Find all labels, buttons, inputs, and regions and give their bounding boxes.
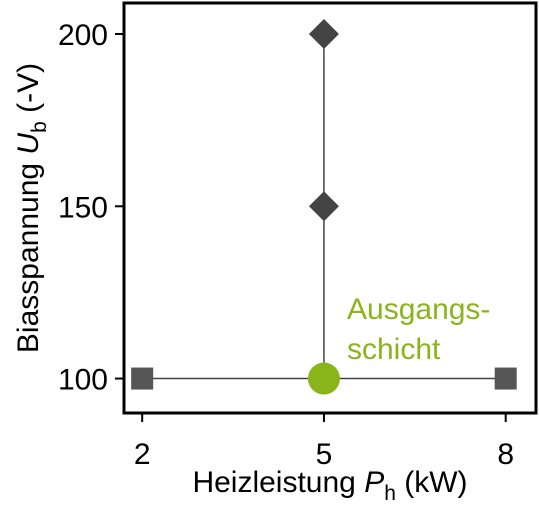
x-tick-label-2: 2	[134, 438, 151, 471]
data-markers	[131, 19, 517, 395]
x-tick-label-8: 8	[497, 438, 514, 471]
axis-ticks: 2 5 8 100 150 200	[58, 19, 514, 471]
square-marker-2-100	[131, 367, 154, 390]
y-axis-label: Biasspannung Ub (-V)	[12, 63, 51, 353]
plot-frame	[122, 1, 538, 415]
annotation-line-2: schicht	[347, 333, 441, 366]
y-tick-label-150: 150	[58, 191, 108, 224]
y-tick-label-100: 100	[58, 364, 108, 397]
x-axis-label: Heizleistung Ph (kW)	[192, 466, 467, 505]
x-tick-label-5: 5	[316, 438, 333, 471]
square-marker-8-100	[494, 367, 517, 390]
diamond-marker-5-200	[308, 19, 339, 50]
annotation-line-1: Ausgangs-	[347, 293, 490, 326]
y-tick-label-200: 200	[58, 19, 108, 52]
diamond-marker-5-150	[308, 191, 339, 222]
circle-marker-5-100	[307, 362, 340, 395]
